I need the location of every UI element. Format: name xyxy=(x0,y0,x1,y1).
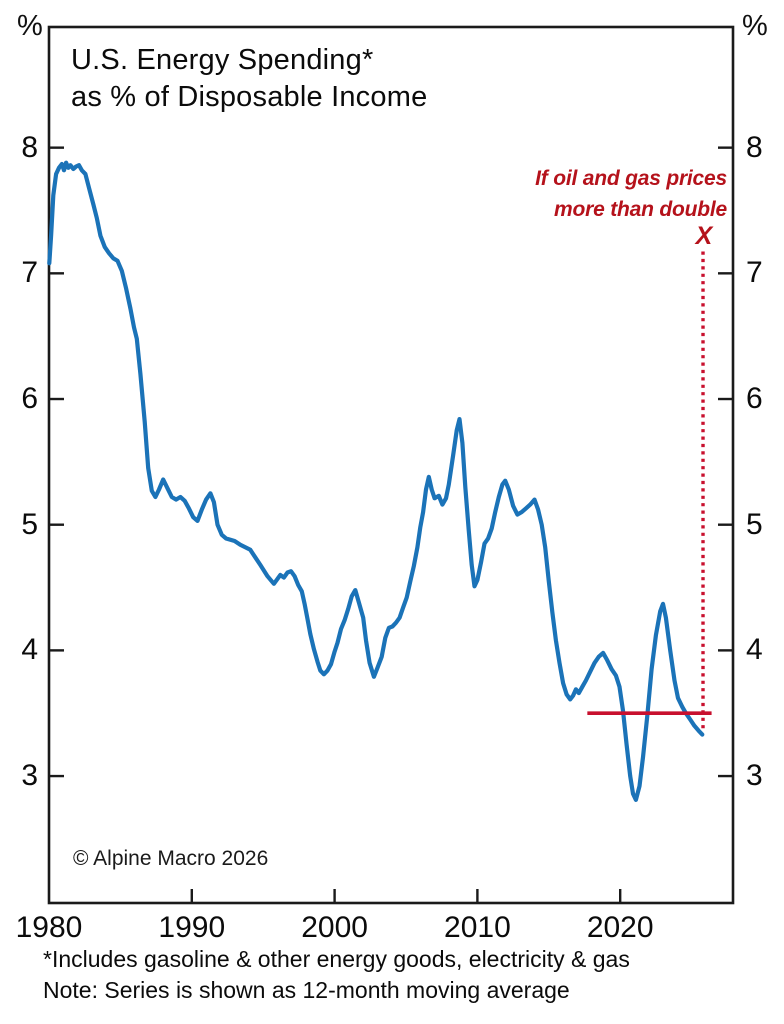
scenario-annotation-line1: If oil and gas prices xyxy=(535,167,727,190)
scenario-x-marker: X xyxy=(695,222,713,250)
right-axis-unit-label: % xyxy=(742,10,768,42)
y-axis-label-right: 4 xyxy=(746,633,763,667)
chart-title-line2: as % of Disposable Income xyxy=(71,81,428,113)
footnote-includes: *Includes gasoline & other energy goods,… xyxy=(43,946,630,972)
energy-spending-line xyxy=(47,160,705,802)
x-axis-label: 2020 xyxy=(586,911,654,944)
y-axis-label-right: 8 xyxy=(746,130,763,164)
x-axis-label: 2000 xyxy=(301,911,368,944)
plot-border xyxy=(47,25,735,905)
y-axis-label-left: 3 xyxy=(21,759,38,793)
y-axis-label-left: 4 xyxy=(21,633,38,667)
chart-title-line1: U.S. Energy Spending* xyxy=(71,44,374,76)
y-axis-label-right: 7 xyxy=(746,256,763,290)
chart-title: U.S. Energy Spending* as % of Disposable… xyxy=(71,42,427,116)
footnotes: *Includes gasoline & other energy goods,… xyxy=(43,944,630,1006)
x-axis-label: 2010 xyxy=(444,911,511,944)
y-axis-label-left: 8 xyxy=(21,130,38,164)
scenario-annotation-line2: more than double xyxy=(554,198,727,221)
y-axis-label-left: 5 xyxy=(21,507,38,541)
scenario-annotation: If oil and gas prices more than double xyxy=(535,163,727,225)
copyright-notice: © Alpine Macro 2026 xyxy=(73,847,269,870)
y-axis-label-left: 6 xyxy=(21,382,38,416)
x-axis-label: 1980 xyxy=(15,911,83,944)
x-axis-label: 1990 xyxy=(158,911,226,944)
y-axis-label-right: 6 xyxy=(746,382,763,416)
footnote-note: Note: Series is shown as 12-month moving… xyxy=(43,977,570,1003)
y-axis-label-left: 7 xyxy=(21,256,38,290)
left-axis-unit-label: % xyxy=(17,10,43,42)
y-axis-label-right: 5 xyxy=(746,507,763,541)
y-axis-label-right: 3 xyxy=(746,759,763,793)
